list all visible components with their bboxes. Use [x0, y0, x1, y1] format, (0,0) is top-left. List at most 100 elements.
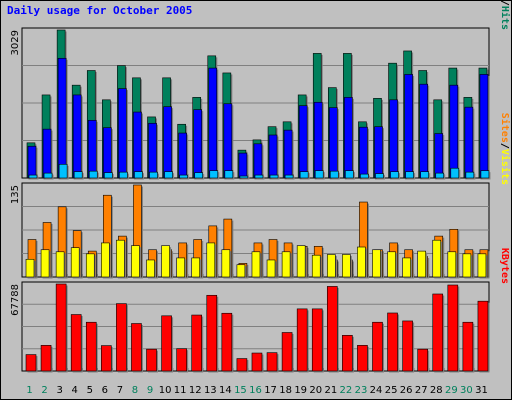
- bar-files: [87, 120, 97, 179]
- day-label: 4: [72, 385, 78, 396]
- bar-pages: [329, 170, 339, 179]
- bar-visits: [40, 249, 50, 278]
- bar-visits: [357, 246, 366, 278]
- bar-pages: [435, 172, 445, 179]
- day-label: 1: [26, 385, 32, 396]
- bar-kbytes: [402, 320, 413, 372]
- day-label: 2: [41, 385, 47, 396]
- bar-visits: [311, 254, 321, 278]
- day-label: 23: [355, 385, 368, 396]
- bar-visits: [372, 249, 381, 278]
- bar-files: [57, 57, 67, 179]
- bar-visits: [236, 264, 246, 278]
- legend-part: /: [499, 1, 510, 6]
- bar-visits: [176, 257, 185, 278]
- bar-kbytes: [146, 348, 157, 372]
- day-label: 14: [219, 385, 232, 396]
- bar-files: [208, 67, 218, 179]
- bar-pages: [465, 171, 475, 179]
- y-max-label-kbytes: 67788: [10, 284, 21, 316]
- bar-kbytes: [372, 321, 383, 372]
- bar-pages-shadow: [241, 177, 250, 180]
- bar-visits: [296, 245, 306, 278]
- day-label: 15: [234, 385, 247, 396]
- bar-kbytes: [311, 308, 323, 372]
- legend-part: KBytes: [499, 248, 510, 284]
- bar-visits: [417, 250, 426, 278]
- day-label: 21: [324, 385, 337, 396]
- bar-files: [389, 99, 398, 179]
- bar-kbytes: [462, 321, 474, 372]
- bar-visits: [25, 258, 35, 278]
- bar-pages: [134, 171, 143, 179]
- bar-kbytes: [447, 284, 459, 372]
- bar-visits: [251, 251, 261, 278]
- bar-pages: [149, 171, 158, 179]
- day-label: 19: [294, 385, 307, 396]
- bar-kbytes: [326, 286, 338, 372]
- bar-pages: [194, 172, 204, 179]
- bar-files: [344, 97, 353, 179]
- bar-visits: [447, 251, 457, 278]
- day-label: 9: [147, 385, 153, 396]
- bar-pages: [420, 171, 429, 179]
- bar-pages: [88, 170, 98, 179]
- day-label: 5: [87, 385, 93, 396]
- day-label: 17: [264, 385, 277, 396]
- bar-kbytes: [85, 321, 97, 372]
- bar-files: [193, 109, 203, 179]
- bar-files: [253, 143, 263, 179]
- day-label: 31: [475, 385, 488, 396]
- bar-files: [42, 128, 52, 179]
- bar-visits: [161, 245, 170, 278]
- bar-kbytes: [266, 352, 278, 372]
- bar-kbytes: [131, 323, 142, 372]
- bar-files: [404, 74, 413, 179]
- bar-pages: [28, 174, 38, 179]
- bar-pages: [284, 174, 294, 179]
- bar-kbytes: [417, 348, 428, 372]
- bar-files: [178, 132, 187, 179]
- bar-files: [72, 94, 82, 179]
- bar-files: [133, 111, 142, 179]
- bar-visits: [146, 259, 155, 278]
- bar-visits: [70, 247, 80, 278]
- bar-kbytes: [206, 294, 218, 372]
- bar-pages: [390, 171, 399, 179]
- bar-visits: [116, 239, 125, 278]
- legend-visits-sites: Sites/Visits: [499, 113, 511, 185]
- day-label: 27: [415, 385, 428, 396]
- day-label: 12: [189, 385, 202, 396]
- day-label: 8: [132, 385, 138, 396]
- bar-files: [464, 106, 474, 179]
- bar-pages: [269, 174, 279, 179]
- day-label: 25: [385, 385, 398, 396]
- bar-pages: [450, 167, 460, 179]
- bar-files: [27, 145, 37, 179]
- bar-files: [148, 122, 157, 179]
- bar-kbytes: [342, 335, 353, 372]
- bar-pages: [375, 173, 384, 179]
- bar-files: [268, 134, 278, 179]
- bar-visits: [266, 259, 276, 278]
- day-label: 30: [460, 385, 473, 396]
- bar-visits: [131, 245, 140, 278]
- bar-files: [313, 101, 323, 179]
- bar-files: [283, 129, 293, 179]
- bar-files: [238, 152, 248, 179]
- bar-visits: [477, 253, 487, 278]
- bar-kbytes: [55, 283, 67, 372]
- bar-visits: [462, 253, 472, 278]
- day-label: 28: [430, 385, 443, 396]
- legend-hits-files-pages: Pages/Files/Hits: [499, 1, 511, 30]
- bar-kbytes: [101, 345, 112, 372]
- bar-pages: [345, 170, 354, 179]
- bar-files: [118, 88, 127, 179]
- bar-pages: [254, 174, 264, 179]
- bar-files: [328, 107, 338, 179]
- day-label: 11: [174, 385, 187, 396]
- bar-kbytes: [357, 345, 368, 372]
- bar-kbytes: [296, 308, 308, 372]
- bar-files: [298, 105, 308, 179]
- bar-files: [434, 133, 444, 179]
